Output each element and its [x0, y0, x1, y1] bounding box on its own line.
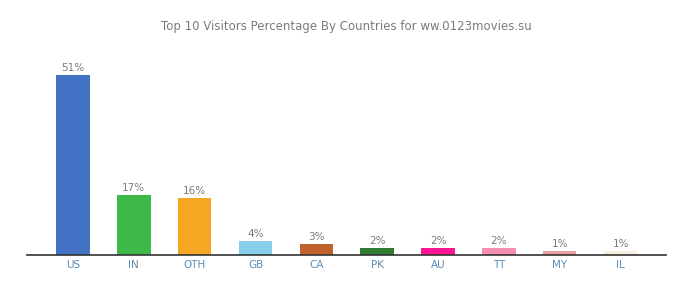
Bar: [422, 248, 455, 255]
Bar: [300, 244, 333, 255]
Bar: [604, 251, 637, 255]
Bar: [360, 248, 394, 255]
Bar: [117, 195, 150, 255]
Text: 3%: 3%: [308, 232, 324, 242]
Bar: [178, 199, 211, 255]
Text: 1%: 1%: [613, 239, 629, 249]
Bar: [543, 251, 577, 255]
Text: 51%: 51%: [61, 63, 84, 73]
Text: 16%: 16%: [183, 186, 206, 197]
Bar: [56, 75, 90, 255]
Bar: [239, 241, 272, 255]
Text: 2%: 2%: [491, 236, 507, 246]
Title: Top 10 Visitors Percentage By Countries for ww.0123movies.su: Top 10 Visitors Percentage By Countries …: [161, 20, 532, 33]
Text: 2%: 2%: [369, 236, 386, 246]
Text: 1%: 1%: [551, 239, 568, 249]
Text: 17%: 17%: [122, 183, 146, 193]
Text: 4%: 4%: [248, 229, 264, 239]
Text: 2%: 2%: [430, 236, 446, 246]
Bar: [482, 248, 515, 255]
